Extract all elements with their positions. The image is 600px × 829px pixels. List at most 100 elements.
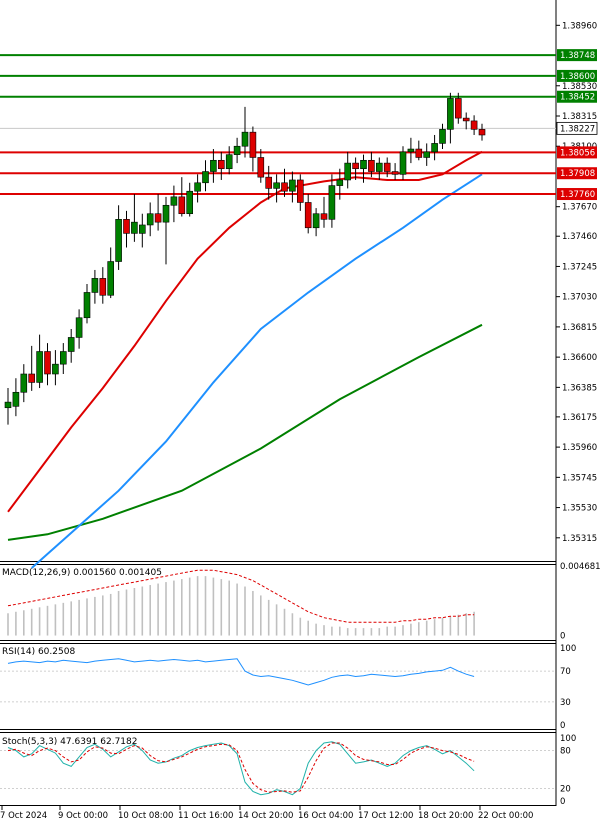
- level-price-label: 1.37908: [560, 169, 595, 179]
- macd-tick-label: 0: [560, 632, 565, 642]
- rsi-title: RSI(14) 60.2508: [2, 647, 75, 657]
- level-price-label: 1.38600: [560, 72, 595, 82]
- time-tick-label: 18 Oct 20:00: [418, 811, 473, 821]
- price-tick-label: 1.35960: [562, 443, 597, 453]
- candle-up: [225, 154, 233, 170]
- stoch-d-line: [7, 742, 475, 793]
- rsi-tick-label: 70: [560, 667, 571, 677]
- candle-up: [186, 190, 193, 215]
- price-tick-label: 1.35530: [562, 504, 597, 514]
- price-tick-label: 1.36600: [562, 353, 597, 363]
- candle-up: [202, 171, 209, 184]
- rsi-tick-label: 0: [560, 721, 565, 731]
- ma-fast-line: [7, 150, 483, 513]
- candle-down: [218, 159, 225, 170]
- candle-up: [67, 337, 75, 352]
- candle-up: [170, 196, 178, 206]
- candle-up: [146, 213, 154, 226]
- ma-slow-line: [7, 323, 483, 541]
- candle-down: [28, 373, 36, 383]
- level-price-label: 1.37760: [560, 190, 595, 200]
- candle-up: [91, 278, 99, 293]
- macd-title: MACD(12,26,9) 0.001560 0.001405: [2, 568, 162, 578]
- candle-down: [478, 129, 486, 136]
- level-price-box: [557, 188, 597, 201]
- candle-up: [233, 145, 241, 155]
- stoch-tick-label: 80: [560, 747, 571, 757]
- stoch-tick-label: 20: [560, 784, 571, 794]
- time-tick-label: 7 Oct 2024: [0, 811, 47, 821]
- level-price-box: [557, 90, 597, 103]
- macd-tick-label: 0.004681: [560, 562, 600, 572]
- level-lines: 1.38748 1.38600 1.38452 1.38056 1.37908 1.377…: [0, 49, 598, 201]
- candle-up: [344, 162, 352, 181]
- candle-up: [107, 261, 114, 296]
- rsi-panel: 100 70 30 0: [0, 644, 576, 731]
- stoch-tick-label: 0: [560, 797, 565, 807]
- current-price-box: [556, 121, 598, 135]
- price-tick-label: 1.37670: [562, 203, 597, 213]
- candle-up: [194, 182, 201, 192]
- level-price-box: [557, 146, 597, 159]
- time-tick-label: 14 Oct 20:00: [238, 811, 293, 821]
- candle-up: [423, 151, 431, 158]
- macd-panel: 0.004681 0: [7, 562, 600, 642]
- level-price-box: [557, 167, 597, 180]
- candle-up: [83, 292, 91, 319]
- candle-down: [44, 351, 51, 375]
- candle-up: [407, 148, 415, 153]
- candle-up: [4, 401, 12, 409]
- panel-frames: [0, 0, 557, 806]
- price-tick-label: 1.35745: [562, 473, 597, 483]
- level-price-box: [557, 49, 597, 62]
- moving-averages: [7, 150, 483, 569]
- stoch-k-line: [7, 741, 475, 796]
- price-tick-label: 1.39170: [562, 0, 597, 2]
- price-tick-label: 1.36175: [562, 413, 597, 423]
- candle-down: [154, 213, 162, 223]
- candle-down: [257, 157, 265, 178]
- stoch-title: Stoch(5,3,3) 47.6391 62.7182: [2, 737, 137, 747]
- candle-up: [115, 219, 122, 262]
- candle-up: [20, 373, 28, 393]
- stoch-tick-label: 100: [560, 734, 576, 744]
- candle-down: [391, 171, 399, 175]
- candle-up: [241, 131, 249, 147]
- current-price-label: 1.38227: [560, 124, 595, 134]
- candle-down: [454, 98, 462, 119]
- price-tick-label: 1.38315: [562, 112, 597, 122]
- candle-up: [375, 162, 383, 172]
- candle-up: [139, 224, 146, 234]
- candle-up: [162, 204, 170, 223]
- candle-down: [352, 162, 359, 170]
- candle-down: [281, 182, 288, 192]
- time-tick-label: 10 Oct 08:00: [118, 811, 173, 821]
- candle-down: [383, 162, 391, 172]
- candle-up: [399, 151, 407, 175]
- candle-up: [273, 182, 280, 189]
- candle-up: [210, 159, 217, 172]
- candle-up: [52, 363, 59, 375]
- candle-down: [178, 196, 186, 215]
- level-price-box: [557, 69, 597, 82]
- candle-down: [296, 179, 304, 203]
- candle-down: [368, 159, 375, 172]
- price-tick-label: 1.35315: [562, 534, 597, 544]
- candle-down: [249, 131, 257, 158]
- candle-up: [336, 179, 344, 186]
- candle-down: [470, 120, 478, 130]
- time-tick-label: 16 Oct 04:00: [298, 811, 353, 821]
- time-tick-label: 11 Oct 16:00: [178, 811, 233, 821]
- rsi-tick-label: 30: [560, 698, 571, 708]
- time-tick-label: 17 Oct 12:00: [358, 811, 413, 821]
- candle-up: [36, 351, 43, 383]
- candle-up: [328, 185, 336, 220]
- price-tick-label: 1.38530: [562, 82, 597, 92]
- time-tick-label: 9 Oct 00:00: [58, 811, 108, 821]
- price-tick-label: 1.37460: [562, 232, 597, 242]
- price-tick-label: 1.36385: [562, 383, 597, 393]
- candle-up: [59, 351, 67, 365]
- candle-up: [447, 98, 454, 130]
